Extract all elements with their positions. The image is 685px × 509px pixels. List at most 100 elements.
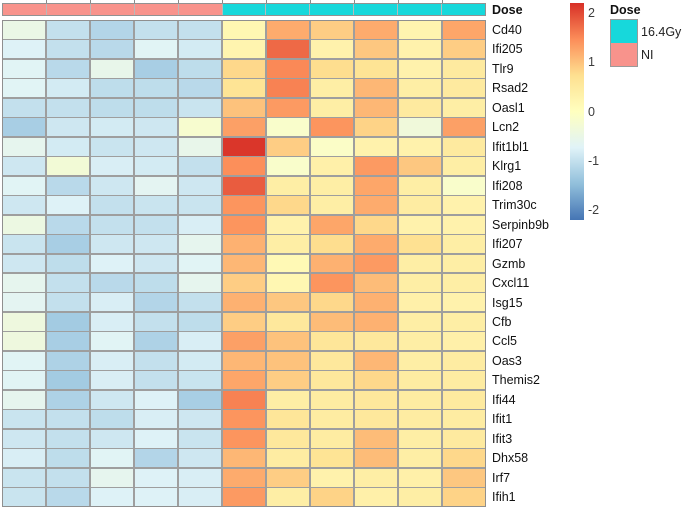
heatmap-cell bbox=[3, 468, 46, 487]
heatmap-cell bbox=[310, 21, 354, 39]
heatmap-cell bbox=[3, 449, 46, 468]
heatmap-cell bbox=[398, 371, 442, 390]
gene-row-label: Oas3 bbox=[492, 353, 522, 368]
heatmap-cell bbox=[134, 429, 178, 448]
heatmap-cell bbox=[3, 293, 46, 312]
heatmap-cell bbox=[134, 98, 178, 117]
heatmap-cell bbox=[266, 293, 310, 312]
heatmap-cell bbox=[222, 468, 266, 487]
gene-row-label: Irf7 bbox=[492, 470, 511, 485]
heatmap-cell bbox=[354, 371, 398, 390]
heatmap-cell bbox=[266, 254, 310, 273]
gene-row-label: Cd40 bbox=[492, 22, 522, 37]
heatmap-cell bbox=[178, 488, 222, 506]
heatmap-cell bbox=[310, 79, 354, 98]
heatmap-cell bbox=[222, 196, 266, 215]
heatmap-cell bbox=[310, 235, 354, 254]
heatmap-cell bbox=[3, 157, 46, 176]
heatmap-cell bbox=[442, 59, 485, 78]
heatmap-cell bbox=[222, 118, 266, 137]
annotation-cell-164gy bbox=[310, 4, 354, 15]
heatmap-cell bbox=[398, 137, 442, 156]
heatmap-cell bbox=[354, 196, 398, 215]
heatmap-cell bbox=[90, 21, 134, 39]
heatmap-cell bbox=[442, 79, 485, 98]
dose-legend bbox=[610, 19, 638, 67]
heatmap-cell bbox=[90, 79, 134, 98]
legend-title: Dose bbox=[610, 2, 641, 17]
heatmap-cell bbox=[398, 449, 442, 468]
heatmap-cell bbox=[90, 118, 134, 137]
heatmap-cell bbox=[3, 235, 46, 254]
heatmap-cell bbox=[90, 488, 134, 506]
heatmap-cell bbox=[442, 312, 485, 331]
heatmap-cell bbox=[398, 118, 442, 137]
heatmap-cell bbox=[442, 118, 485, 137]
heatmap-cell bbox=[398, 157, 442, 176]
heatmap-cell bbox=[46, 449, 90, 468]
heatmap-cell bbox=[3, 312, 46, 331]
heatmap-cell bbox=[222, 137, 266, 156]
heatmap-cell bbox=[442, 254, 485, 273]
heatmap-cell bbox=[354, 273, 398, 292]
heatmap-cell bbox=[134, 79, 178, 98]
heatmap-cell bbox=[178, 254, 222, 273]
colorbar-tick-label: 2 bbox=[588, 5, 595, 20]
heatmap-cell bbox=[178, 449, 222, 468]
heatmap-cell bbox=[266, 273, 310, 292]
heatmap-cell bbox=[398, 215, 442, 234]
heatmap-cell bbox=[222, 98, 266, 117]
heatmap-cell bbox=[310, 59, 354, 78]
heatmap-cell bbox=[354, 410, 398, 429]
heatmap-cell bbox=[46, 21, 90, 39]
heatmap-cell bbox=[354, 157, 398, 176]
gene-row-label: Ifi208 bbox=[492, 178, 523, 193]
heatmap-cell bbox=[266, 215, 310, 234]
heatmap-cell bbox=[310, 215, 354, 234]
heatmap-cell bbox=[46, 429, 90, 448]
heatmap-cell bbox=[46, 468, 90, 487]
heatmap-cell bbox=[310, 332, 354, 351]
column-boundary-tick bbox=[309, 0, 311, 3]
heatmap-cell bbox=[46, 79, 90, 98]
gene-row-label: Rsad2 bbox=[492, 81, 529, 96]
heatmap-cell bbox=[266, 332, 310, 351]
annotation-cell-ni bbox=[90, 4, 134, 15]
heatmap-cell bbox=[266, 410, 310, 429]
heatmap-cell bbox=[222, 293, 266, 312]
heatmap-cell bbox=[310, 293, 354, 312]
heatmap-cell bbox=[178, 273, 222, 292]
gene-row-label: Lcn2 bbox=[492, 120, 520, 135]
heatmap-cell bbox=[90, 273, 134, 292]
heatmap-cell bbox=[178, 176, 222, 195]
heatmap-cell bbox=[442, 410, 485, 429]
heatmap-cell bbox=[178, 429, 222, 448]
heatmap-cell bbox=[266, 371, 310, 390]
heatmap-cell bbox=[442, 468, 485, 487]
heatmap-cell bbox=[90, 137, 134, 156]
heatmap-cell bbox=[266, 235, 310, 254]
dose-annotation-label: Dose bbox=[492, 2, 523, 17]
heatmap-cell bbox=[134, 468, 178, 487]
heatmap-cell bbox=[354, 312, 398, 331]
legend-swatch-ni bbox=[611, 43, 637, 66]
heatmap-cell bbox=[398, 429, 442, 448]
heatmap-cell bbox=[266, 21, 310, 39]
heatmap-cell bbox=[134, 176, 178, 195]
colorbar-gradient bbox=[570, 3, 584, 220]
heatmap-cell bbox=[134, 118, 178, 137]
annotation-cell-164gy bbox=[354, 4, 398, 15]
heatmap-cell bbox=[178, 371, 222, 390]
heatmap-cell bbox=[46, 235, 90, 254]
heatmap-cell bbox=[134, 59, 178, 78]
heatmap-cell bbox=[442, 429, 485, 448]
heatmap-cell bbox=[222, 390, 266, 409]
heatmap-cell bbox=[222, 410, 266, 429]
gene-row-label: Gzmb bbox=[492, 256, 526, 271]
gene-row-label: Cxcl11 bbox=[492, 276, 530, 291]
heatmap-cell bbox=[222, 176, 266, 195]
heatmap-cell bbox=[354, 79, 398, 98]
heatmap-cell bbox=[310, 468, 354, 487]
annotation-cell-ni bbox=[178, 4, 222, 15]
heatmap-cell bbox=[442, 351, 485, 370]
